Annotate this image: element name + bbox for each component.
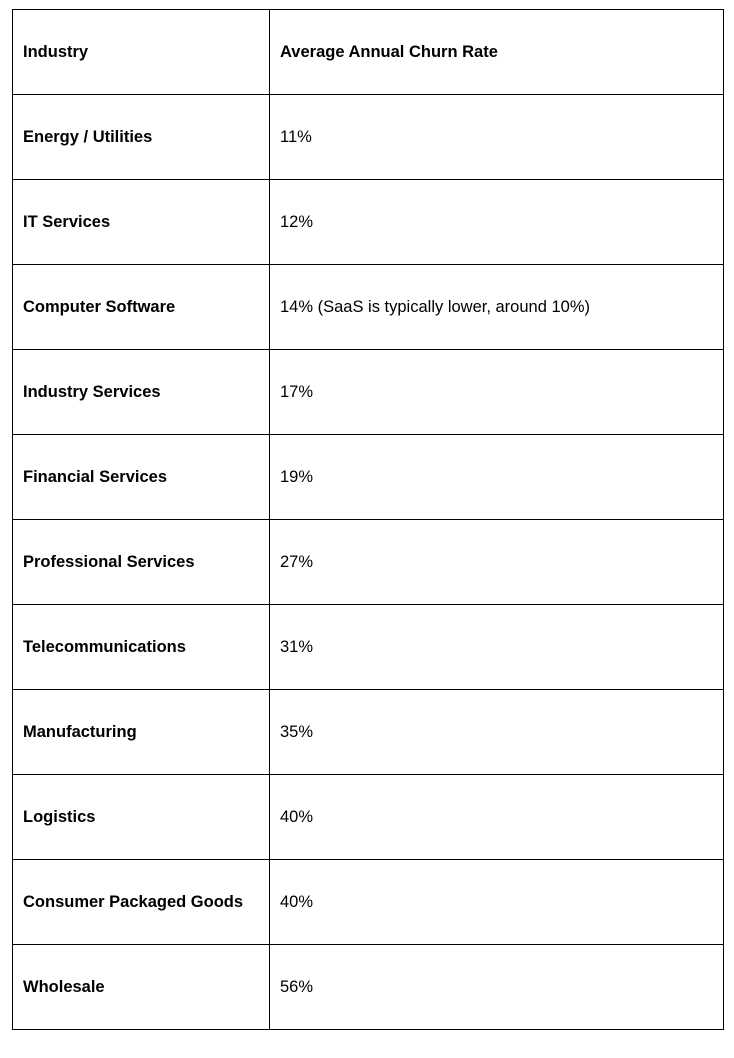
table-row: Professional Services 27% bbox=[12, 519, 724, 605]
churn-rate-cell: 27% bbox=[269, 519, 724, 605]
table-row: Telecommunications 31% bbox=[12, 604, 724, 690]
table-row: Computer Software 14% (SaaS is typically… bbox=[12, 264, 724, 350]
industry-cell: Financial Services bbox=[12, 434, 270, 520]
industry-cell: Professional Services bbox=[12, 519, 270, 605]
table-row: Energy / Utilities 11% bbox=[12, 94, 724, 180]
table-row: Wholesale 56% bbox=[12, 944, 724, 1030]
table-row: IT Services 12% bbox=[12, 179, 724, 265]
churn-rate-table: Industry Average Annual Churn Rate Energ… bbox=[12, 9, 724, 1030]
churn-rate-cell: 11% bbox=[269, 94, 724, 180]
industry-cell: Logistics bbox=[12, 774, 270, 860]
churn-rate-cell: 31% bbox=[269, 604, 724, 690]
churn-rate-cell: 40% bbox=[269, 859, 724, 945]
table-row: Financial Services 19% bbox=[12, 434, 724, 520]
industry-cell: IT Services bbox=[12, 179, 270, 265]
industry-cell: Manufacturing bbox=[12, 689, 270, 775]
industry-cell: Wholesale bbox=[12, 944, 270, 1030]
table-row: Industry Services 17% bbox=[12, 349, 724, 435]
churn-rate-cell: 17% bbox=[269, 349, 724, 435]
churn-rate-cell: 14% (SaaS is typically lower, around 10%… bbox=[269, 264, 724, 350]
header-industry: Industry bbox=[12, 9, 270, 95]
churn-rate-cell: 40% bbox=[269, 774, 724, 860]
industry-cell: Industry Services bbox=[12, 349, 270, 435]
table-row: Manufacturing 35% bbox=[12, 689, 724, 775]
churn-rate-cell: 56% bbox=[269, 944, 724, 1030]
churn-rate-table-body: Industry Average Annual Churn Rate Energ… bbox=[12, 9, 724, 1030]
industry-cell: Computer Software bbox=[12, 264, 270, 350]
industry-cell: Consumer Packaged Goods bbox=[12, 859, 270, 945]
churn-rate-cell: 35% bbox=[269, 689, 724, 775]
table-row: Logistics 40% bbox=[12, 774, 724, 860]
churn-rate-cell: 12% bbox=[269, 179, 724, 265]
industry-cell: Energy / Utilities bbox=[12, 94, 270, 180]
table-row: Consumer Packaged Goods 40% bbox=[12, 859, 724, 945]
churn-rate-cell: 19% bbox=[269, 434, 724, 520]
industry-cell: Telecommunications bbox=[12, 604, 270, 690]
table-header-row: Industry Average Annual Churn Rate bbox=[12, 9, 724, 95]
header-churn-rate: Average Annual Churn Rate bbox=[269, 9, 724, 95]
